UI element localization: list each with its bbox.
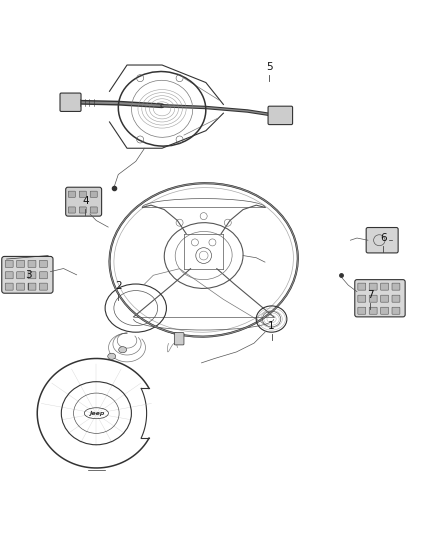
FancyBboxPatch shape [358,295,366,302]
FancyBboxPatch shape [369,307,377,314]
Text: 2: 2 [115,281,122,291]
FancyBboxPatch shape [381,283,389,290]
FancyBboxPatch shape [17,283,25,290]
Text: 4: 4 [82,196,89,206]
FancyBboxPatch shape [39,272,47,279]
FancyBboxPatch shape [5,260,13,268]
FancyBboxPatch shape [392,295,400,302]
FancyBboxPatch shape [358,283,366,290]
FancyBboxPatch shape [5,272,13,279]
FancyBboxPatch shape [381,295,389,302]
FancyBboxPatch shape [60,93,81,111]
Text: 6: 6 [380,233,387,243]
Text: 3: 3 [25,270,32,280]
FancyBboxPatch shape [355,280,405,317]
FancyBboxPatch shape [39,283,47,290]
FancyBboxPatch shape [68,191,75,197]
FancyBboxPatch shape [369,295,377,302]
FancyBboxPatch shape [79,191,86,197]
FancyBboxPatch shape [68,207,75,213]
FancyBboxPatch shape [369,283,377,290]
FancyBboxPatch shape [2,256,53,293]
Text: Jeep: Jeep [88,411,104,416]
Text: 1: 1 [268,321,275,330]
FancyBboxPatch shape [28,272,36,279]
FancyBboxPatch shape [366,228,398,253]
FancyBboxPatch shape [28,260,36,268]
FancyBboxPatch shape [268,106,293,125]
FancyBboxPatch shape [17,272,25,279]
FancyBboxPatch shape [17,260,25,268]
FancyBboxPatch shape [5,283,13,290]
FancyBboxPatch shape [392,283,400,290]
Ellipse shape [108,353,116,359]
FancyBboxPatch shape [28,283,36,290]
Ellipse shape [119,346,127,353]
FancyBboxPatch shape [90,207,97,213]
Text: 7: 7 [367,290,374,300]
FancyBboxPatch shape [90,191,97,197]
Text: 5: 5 [266,62,273,72]
FancyBboxPatch shape [392,307,400,314]
FancyBboxPatch shape [358,307,366,314]
FancyBboxPatch shape [39,260,47,268]
FancyBboxPatch shape [79,207,86,213]
FancyBboxPatch shape [174,333,184,345]
FancyBboxPatch shape [381,307,389,314]
FancyBboxPatch shape [66,187,102,216]
